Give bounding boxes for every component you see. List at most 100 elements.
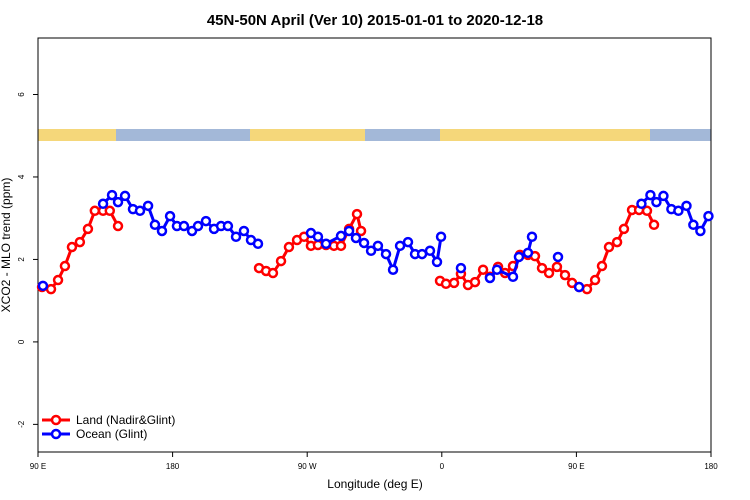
data-point [681, 200, 692, 212]
data-point [112, 220, 124, 232]
x-tick-label: 90 E [30, 462, 46, 471]
data-point [267, 267, 279, 279]
chart-title: 45N-50N April (Ver 10) 2015-01-01 to 202… [207, 12, 543, 29]
data-point [106, 189, 118, 201]
data-point [611, 236, 623, 248]
data-point [589, 274, 601, 286]
data-point [52, 274, 64, 286]
data-point [283, 241, 295, 253]
data-point [387, 264, 399, 275]
data-point [350, 232, 362, 244]
data-point [641, 205, 653, 217]
data-point [477, 264, 489, 275]
data-point [149, 219, 161, 231]
y-tick-label: 4 [17, 174, 26, 179]
data-point [230, 231, 242, 243]
data-point [448, 277, 460, 289]
data-point [658, 190, 669, 202]
data-point [142, 200, 154, 212]
data-point [688, 219, 699, 231]
data-point [648, 219, 660, 231]
data-point [380, 248, 392, 260]
data-point [104, 205, 116, 217]
y-tick-label: 6 [17, 92, 26, 97]
legend-marker [50, 428, 62, 440]
data-point [394, 240, 406, 252]
data-point [435, 231, 447, 243]
y-axis-label: XCO2 - MLO trend (ppm) [0, 178, 13, 313]
data-point [559, 269, 571, 281]
data-point [372, 240, 384, 252]
data-point [522, 247, 534, 259]
data-point [536, 262, 548, 274]
data-point [618, 223, 630, 235]
data-point [66, 241, 78, 253]
data-point [59, 260, 71, 272]
data-point [355, 225, 367, 237]
data-point [543, 267, 555, 279]
data-point [573, 281, 585, 293]
data-point [335, 230, 347, 242]
data-point [358, 237, 370, 249]
data-point [192, 220, 204, 232]
data-point [513, 251, 525, 263]
data-point [440, 278, 452, 290]
data-point [178, 220, 190, 232]
data-point [552, 251, 564, 263]
land-band [440, 129, 650, 141]
legend-label: Ocean (Glint) [76, 427, 147, 441]
legend-label: Land (Nadir&Glint) [76, 413, 175, 427]
y-tick-label: -2 [17, 420, 26, 428]
data-point [134, 205, 146, 217]
data-point [703, 210, 714, 222]
data-point [424, 245, 436, 257]
data-point [320, 238, 332, 250]
legend-marker [50, 414, 62, 426]
data-point [74, 236, 86, 248]
x-tick-label: 90 E [568, 462, 584, 471]
data-point [491, 264, 503, 275]
plot-frame [37, 37, 712, 453]
data-point [645, 189, 656, 201]
data-point [603, 241, 615, 253]
data-point [222, 220, 234, 232]
land-band [250, 129, 365, 141]
data-point [312, 239, 324, 251]
data-point [402, 236, 414, 248]
y-tick-label: 2 [17, 257, 26, 262]
data-point [484, 272, 496, 284]
data-point [119, 190, 131, 202]
data-point [97, 198, 109, 210]
data-point [507, 271, 519, 283]
data-point [526, 231, 538, 243]
data-point [312, 231, 324, 243]
land-band [38, 129, 116, 141]
data-point [275, 255, 287, 267]
series-line [41, 209, 120, 291]
x-tick-label: 180 [704, 462, 718, 471]
map-strip [38, 129, 711, 141]
data-point [551, 261, 563, 273]
data-point [112, 196, 124, 208]
data-point [673, 205, 684, 217]
data-point [238, 225, 250, 237]
data-point [45, 283, 57, 295]
data-point [365, 245, 377, 257]
data-point [200, 215, 212, 227]
data-point [351, 208, 363, 220]
data-point [89, 205, 101, 217]
x-axis-label: Longitude (deg E) [327, 477, 422, 491]
data-point [252, 238, 264, 250]
y-tick-label: 0 [17, 339, 26, 344]
x-tick-label: 90 W [298, 462, 317, 471]
data-point [164, 210, 176, 222]
data-point [455, 262, 467, 274]
data-point [343, 225, 355, 237]
x-tick-label: 180 [166, 462, 180, 471]
data-point [431, 256, 443, 268]
data-point [156, 225, 168, 237]
data-point [469, 276, 481, 288]
data-point [37, 280, 49, 292]
data-point [596, 260, 608, 272]
